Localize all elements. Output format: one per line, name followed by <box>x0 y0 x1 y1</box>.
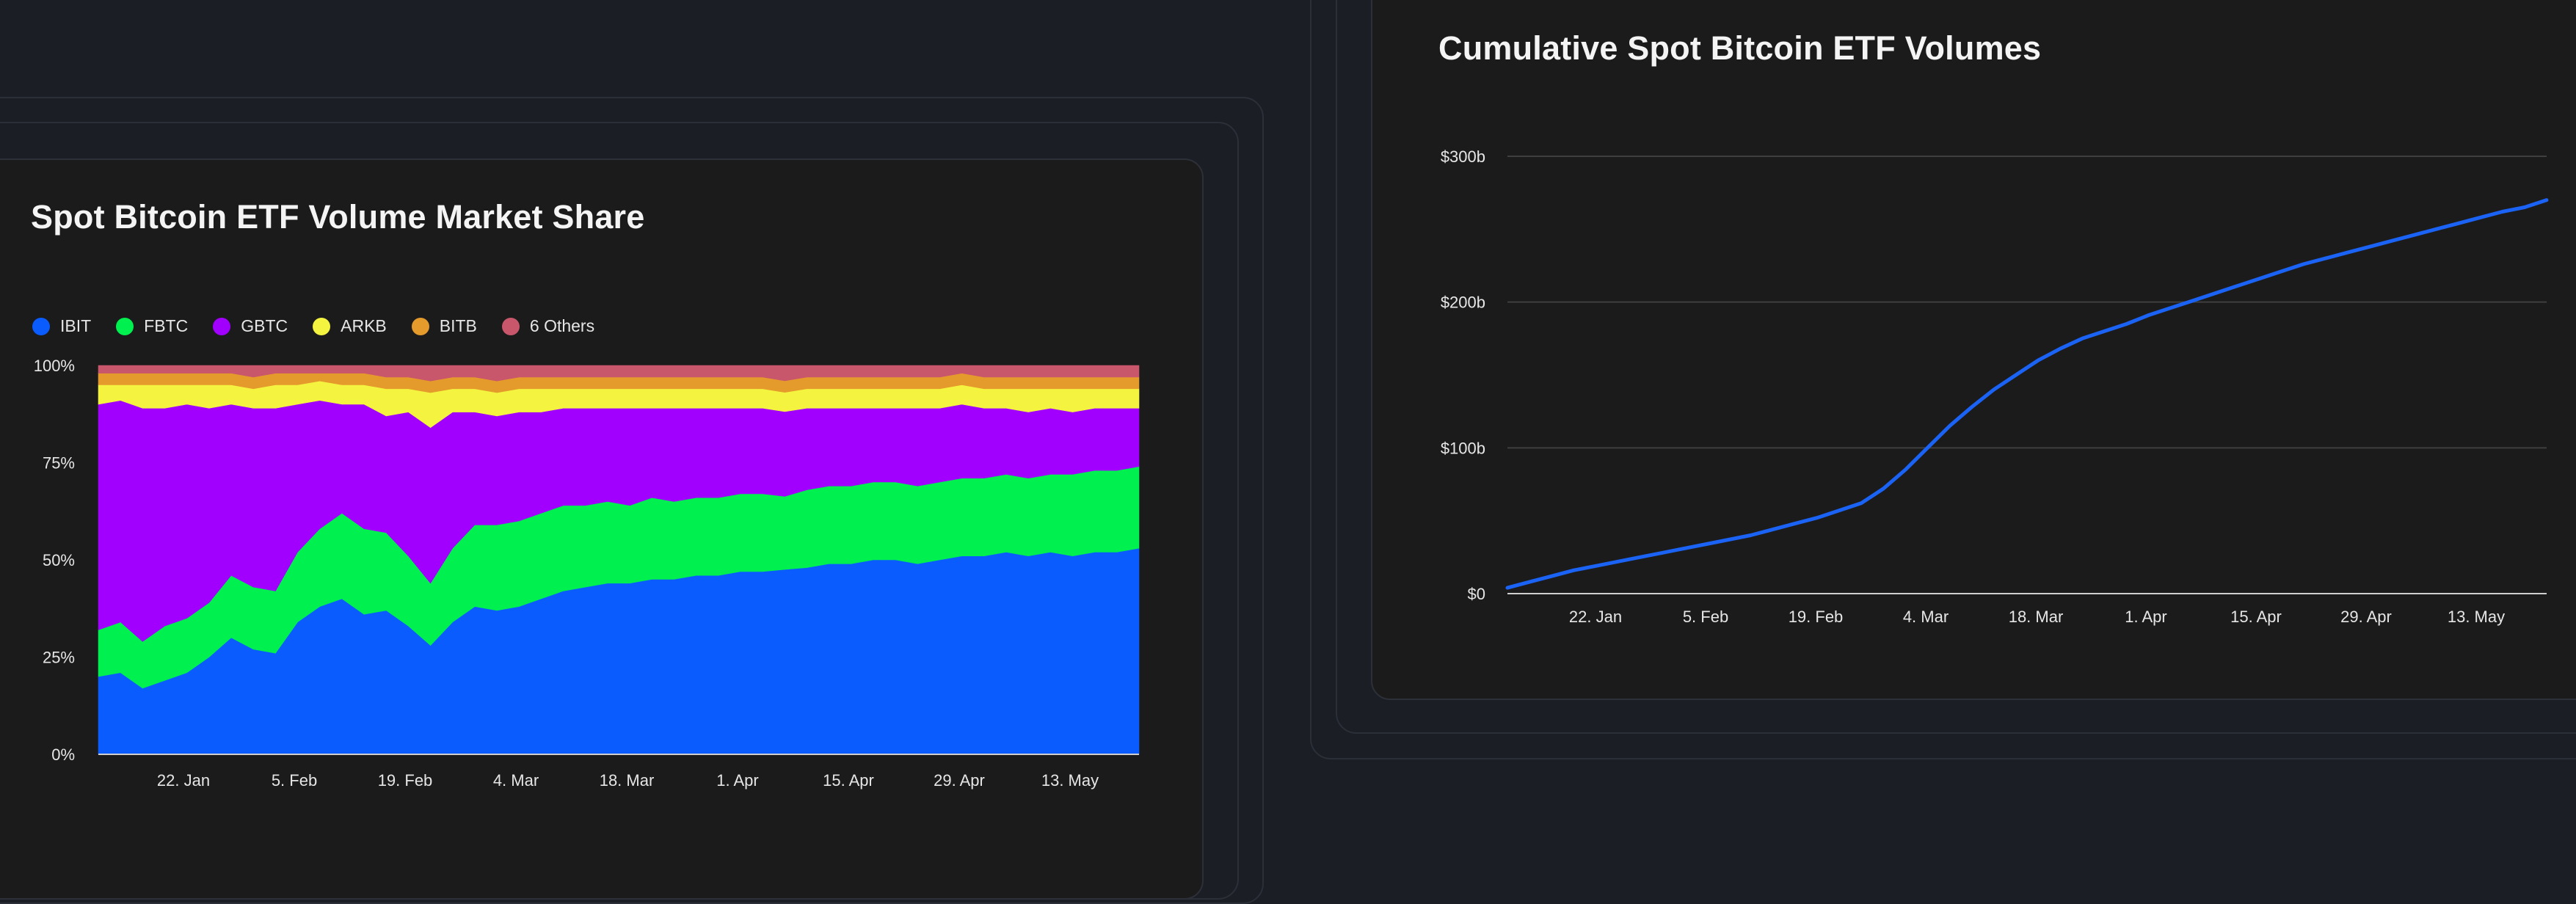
x-tick-label: 18. Mar <box>2009 608 2064 626</box>
legend-marker <box>411 317 429 335</box>
y-tick-label: 75% <box>43 454 75 473</box>
x-tick-label: 18. Mar <box>600 771 655 790</box>
x-tick-label: 29. Apr <box>2340 608 2392 626</box>
y-tick-label: 100% <box>34 357 75 375</box>
x-tick-label: 22. Jan <box>157 771 210 790</box>
x-tick-label: 15. Apr <box>2230 608 2282 626</box>
legend-label: 6 Others <box>529 316 595 335</box>
x-tick-label: 19. Feb <box>1789 608 1844 626</box>
legend-marker <box>213 317 231 335</box>
legend-item[interactable]: ARKB <box>313 316 387 336</box>
legend-label: IBIT <box>60 316 92 335</box>
market-share-area-chart: 0% 25% 50% 75% 100% 22. Jan 5. Feb 19. Feb 4. Ma… <box>34 357 1140 790</box>
y-tick-label: $100b <box>1441 439 1485 457</box>
legend-marker <box>313 317 331 335</box>
background-frame <box>1336 0 2576 734</box>
y-tick-label: 25% <box>43 649 75 667</box>
legend-label: GBTC <box>241 316 288 335</box>
cumulative-volume-line-chart: $0 $100b $200b $300b 22. Jan 5. Feb 19. Feb 4. … <box>1441 147 2549 626</box>
x-tick-label: 22. Jan <box>1569 608 1622 626</box>
x-tick-label: 1. Apr <box>2125 608 2166 626</box>
legend-item[interactable]: IBIT <box>32 316 91 336</box>
x-tick-label: 4. Mar <box>493 771 539 790</box>
card-title: Spot Bitcoin ETF Volume Market Share <box>31 198 645 236</box>
chart-legend: IBIT FBTC GBTC ARKB BITB 6 Others <box>32 316 619 336</box>
legend-item[interactable]: FBTC <box>116 316 188 336</box>
legend-label: ARKB <box>341 316 387 335</box>
cumulative-volume-line[interactable] <box>1505 198 2549 590</box>
x-tick-label: 15. Apr <box>823 771 874 790</box>
legend-marker <box>32 317 50 335</box>
card-title: Cumulative Spot Bitcoin ETF Volumes <box>1438 29 2042 67</box>
legend-marker <box>501 317 520 335</box>
legend-item[interactable]: 6 Others <box>501 316 595 336</box>
legend-marker <box>116 317 134 335</box>
area-series-6-others[interactable] <box>98 365 1140 382</box>
x-tick-label: 13. May <box>1041 771 1099 790</box>
x-tick-label: 5. Feb <box>1683 608 1728 626</box>
x-tick-label: 5. Feb <box>272 771 317 790</box>
y-tick-label: $200b <box>1441 294 1485 312</box>
background-frame <box>1310 0 2576 759</box>
x-tick-label: 19. Feb <box>378 771 433 790</box>
legend-item[interactable]: BITB <box>411 316 477 336</box>
y-tick-label: $0 <box>1468 585 1485 603</box>
y-tick-label: 50% <box>43 551 75 569</box>
legend-item[interactable]: GBTC <box>213 316 288 336</box>
cumulative-volume-card: Cumulative Spot Bitcoin ETF Volumes $0 $1… <box>1371 0 2576 700</box>
x-tick-label: 29. Apr <box>934 771 985 790</box>
market-share-card: Spot Bitcoin ETF Volume Market Share IBI… <box>0 158 1204 900</box>
legend-label: FBTC <box>144 316 189 335</box>
y-tick-label: 0% <box>51 746 75 764</box>
x-tick-label: 4. Mar <box>1903 608 1949 626</box>
x-tick-label: 1. Apr <box>716 771 758 790</box>
x-tick-label: 13. May <box>2448 608 2505 626</box>
legend-label: BITB <box>439 316 477 335</box>
y-tick-label: $300b <box>1441 147 1485 166</box>
